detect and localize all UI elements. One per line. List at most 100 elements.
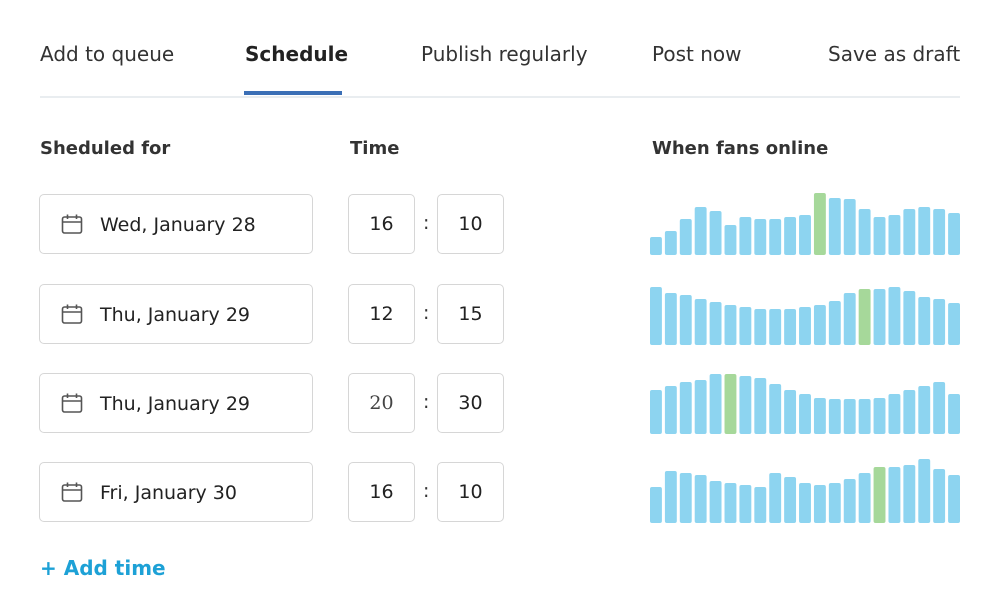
date-value: Wed, January 28	[100, 214, 256, 236]
chart-bar	[858, 399, 871, 434]
chart-bar	[709, 302, 722, 345]
minute-input[interactable]: 10	[437, 462, 504, 522]
tab-add-to-queue[interactable]: Add to queue	[40, 42, 175, 66]
chart-bar	[754, 219, 767, 255]
chart-bar	[709, 481, 722, 523]
chart-bar-peak	[724, 374, 737, 434]
chart-bar	[664, 386, 677, 434]
chart-bar	[784, 217, 797, 255]
chart-bar	[739, 485, 752, 523]
chart-bar	[933, 209, 946, 255]
chart-bar	[694, 380, 707, 434]
minute-input[interactable]: 15	[437, 284, 504, 344]
minute-input[interactable]: 10	[437, 194, 504, 254]
chart-bar	[828, 301, 841, 345]
tab-publish-regularly[interactable]: Publish regularly	[421, 42, 588, 66]
scheduled-for-heading: Sheduled for	[40, 138, 171, 159]
chart-bar	[650, 287, 662, 345]
chart-bar	[724, 225, 737, 255]
chart-bar	[769, 384, 782, 434]
date-picker[interactable]: Fri, January 30	[39, 462, 313, 522]
date-picker[interactable]: Wed, January 28	[39, 194, 313, 254]
chart-bar	[664, 293, 677, 345]
calendar-icon	[61, 393, 83, 413]
fans-online-chart	[650, 193, 960, 255]
hour-input[interactable]: 16	[348, 462, 415, 522]
chart-bar	[933, 382, 946, 434]
chart-bar	[948, 303, 960, 345]
calendar-icon	[61, 214, 83, 234]
fans-online-heading: When fans online	[652, 138, 829, 159]
chart-bar	[933, 299, 946, 345]
chart-bar	[799, 215, 811, 255]
chart-bar	[828, 198, 841, 255]
chart-bar	[918, 386, 931, 434]
tab-save-as-draft[interactable]: Save as draft	[828, 42, 961, 66]
chart-bar	[903, 209, 916, 255]
date-picker[interactable]: Thu, January 29	[39, 284, 313, 344]
chart-bar	[769, 219, 782, 255]
chart-bar	[784, 309, 797, 345]
tab-schedule[interactable]: Schedule	[245, 42, 349, 66]
add-time-link[interactable]: + Add time	[40, 556, 166, 580]
chart-bar	[799, 394, 811, 434]
chart-bar	[918, 297, 931, 345]
chart-bar	[828, 399, 841, 434]
chart-bar	[694, 299, 707, 345]
chart-bar	[799, 483, 811, 523]
chart-bar	[933, 469, 946, 523]
chart-bar	[903, 465, 916, 523]
chart-bar	[650, 487, 662, 523]
chart-bar	[948, 394, 960, 434]
chart-bar	[843, 479, 856, 523]
chart-bar	[709, 374, 722, 434]
chart-bar	[888, 394, 901, 434]
tab-bar: Add to queue Schedule Publish regularly …	[40, 0, 960, 98]
date-picker[interactable]: Thu, January 29	[39, 373, 313, 433]
hour-input[interactable]: 16	[348, 194, 415, 254]
chart-bar	[858, 209, 871, 255]
chart-bar	[739, 217, 752, 255]
chart-bar	[754, 378, 767, 434]
minute-input[interactable]: 30	[437, 373, 504, 433]
chart-bar	[903, 291, 916, 345]
time-heading: Time	[350, 138, 400, 159]
date-value: Thu, January 29	[100, 304, 251, 326]
calendar-icon	[61, 482, 83, 502]
hour-input[interactable]: 20	[348, 373, 415, 433]
tab-post-now[interactable]: Post now	[652, 42, 742, 66]
chart-bar	[799, 307, 811, 345]
chart-bar	[739, 376, 752, 434]
chart-bar	[843, 399, 856, 434]
chart-bar	[679, 382, 692, 434]
chart-bar	[724, 483, 737, 523]
chart-bar	[888, 467, 901, 523]
chart-bar	[664, 471, 677, 523]
chart-bar	[769, 309, 782, 345]
chart-bar	[918, 207, 931, 255]
chart-bar	[858, 473, 871, 523]
chart-bar	[948, 475, 960, 523]
chart-bar	[784, 477, 797, 523]
date-value: Fri, January 30	[100, 482, 237, 504]
chart-bar	[664, 231, 677, 255]
chart-bar	[948, 213, 960, 255]
chart-bar	[873, 217, 886, 255]
chart-bar	[828, 483, 841, 523]
chart-bar	[813, 305, 826, 345]
chart-bar	[918, 459, 931, 523]
time-separator: :	[423, 302, 430, 324]
fans-online-chart	[650, 459, 960, 523]
chart-bar	[709, 211, 722, 255]
chart-bar	[754, 487, 767, 523]
fans-online-chart	[650, 287, 960, 345]
chart-bar	[873, 398, 886, 434]
chart-bar	[813, 398, 826, 434]
hour-input[interactable]: 12	[348, 284, 415, 344]
chart-bar	[679, 295, 692, 345]
chart-bar	[813, 485, 826, 523]
time-separator: :	[423, 212, 430, 234]
calendar-icon	[61, 304, 83, 324]
fans-online-chart	[650, 374, 960, 434]
chart-bar	[903, 390, 916, 434]
